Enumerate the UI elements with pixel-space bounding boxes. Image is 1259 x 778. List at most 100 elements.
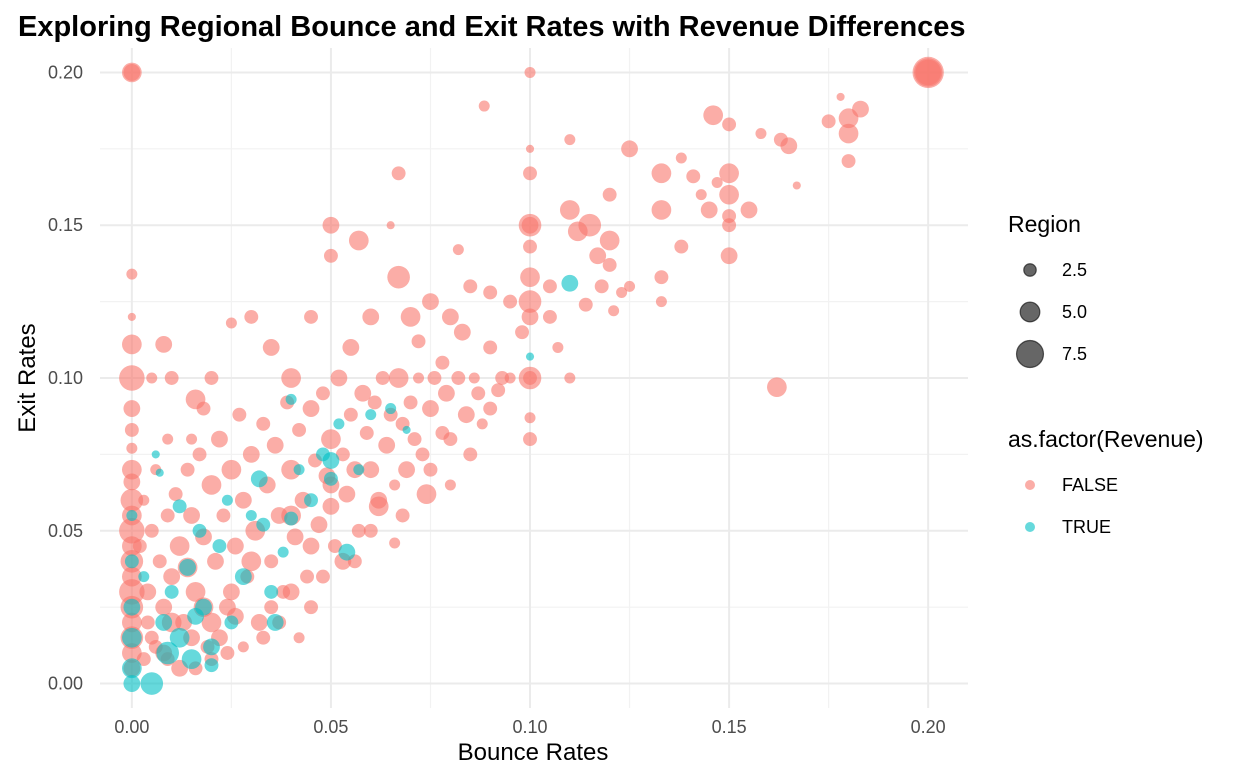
- data-point-false: [651, 163, 672, 184]
- data-point-false: [523, 239, 537, 254]
- data-point-true: [333, 418, 345, 430]
- data-point-false: [564, 134, 576, 146]
- data-point-false: [416, 484, 437, 504]
- data-point-false: [483, 340, 498, 355]
- data-point-false: [686, 169, 701, 184]
- data-point-false: [391, 166, 406, 181]
- data-point-false: [695, 189, 707, 201]
- data-point-false: [476, 418, 488, 430]
- data-point-true: [179, 559, 196, 576]
- data-point-true: [123, 598, 141, 616]
- data-point-true: [293, 464, 305, 476]
- data-point-false: [602, 257, 617, 272]
- data-point-true: [256, 517, 271, 532]
- data-point-false: [256, 630, 271, 645]
- data-point-false: [451, 371, 466, 385]
- y-tick-label: 0.05: [48, 521, 83, 541]
- data-point-false: [185, 582, 206, 602]
- color-legend-key: [1025, 480, 1035, 490]
- data-point-false: [343, 407, 358, 422]
- data-point-false: [378, 436, 396, 454]
- data-point-false: [323, 248, 338, 263]
- data-point-false: [155, 598, 173, 616]
- data-point-false: [491, 383, 506, 398]
- data-point-false: [155, 335, 173, 353]
- data-point-false: [524, 412, 536, 424]
- data-point-false: [722, 117, 737, 132]
- data-point-false: [792, 181, 801, 190]
- data-point-false: [322, 497, 340, 515]
- x-axis-title: Bounce Rates: [458, 739, 609, 766]
- data-point-false: [388, 368, 409, 388]
- data-point-true: [164, 584, 179, 599]
- data-point-false: [362, 308, 380, 326]
- data-point-true: [172, 499, 187, 514]
- data-point-false: [457, 406, 475, 424]
- data-point-false: [452, 244, 464, 256]
- data-point-false: [400, 307, 421, 327]
- data-point-false: [327, 539, 342, 554]
- data-point-false: [915, 59, 941, 86]
- data-point-false: [196, 401, 211, 416]
- data-point-false: [270, 507, 288, 524]
- y-tick-label: 0.20: [48, 62, 83, 82]
- y-tick-label: 0.15: [48, 215, 83, 235]
- data-point-false: [201, 475, 222, 495]
- data-point-false: [180, 462, 195, 477]
- data-point-true: [126, 510, 138, 521]
- data-point-true: [385, 403, 397, 415]
- data-point-false: [552, 341, 564, 353]
- x-tick-label: 0.20: [911, 717, 946, 737]
- data-point-false: [841, 154, 856, 169]
- size-legend-label: 2.5: [1062, 260, 1087, 280]
- data-point-true: [187, 607, 204, 625]
- data-point-true: [234, 568, 252, 586]
- y-axis-title: Exit Rates: [14, 323, 41, 432]
- data-point-false: [262, 339, 280, 356]
- data-point-false: [422, 400, 439, 417]
- data-point-false: [515, 325, 530, 340]
- data-point-false: [602, 187, 617, 202]
- data-point-false: [520, 267, 540, 288]
- data-point-true: [277, 546, 289, 558]
- data-point-false: [164, 371, 179, 385]
- data-point-false: [126, 268, 138, 280]
- data-point-false: [755, 128, 767, 140]
- data-point-false: [589, 247, 607, 265]
- data-point-false: [276, 584, 291, 599]
- data-point-true: [264, 584, 279, 599]
- data-point-true: [124, 554, 139, 569]
- data-point-false: [335, 447, 350, 462]
- plot-points: [119, 56, 944, 695]
- data-point-false: [250, 614, 268, 631]
- y-tick-label: 0.00: [48, 674, 83, 694]
- data-point-true: [221, 494, 233, 506]
- data-point-false: [523, 371, 537, 385]
- data-point-false: [300, 569, 314, 584]
- data-point-false: [122, 459, 142, 480]
- data-point-false: [719, 163, 739, 184]
- data-point-false: [183, 507, 200, 524]
- data-point-false: [711, 176, 723, 188]
- data-point-false: [438, 384, 455, 402]
- data-point-false: [524, 66, 536, 78]
- size-legend-title: Region: [1008, 211, 1081, 237]
- data-point-true: [169, 627, 190, 648]
- data-point-false: [123, 473, 141, 491]
- data-point-false: [523, 432, 537, 447]
- data-point-false: [232, 407, 247, 422]
- data-point-false: [422, 293, 439, 311]
- data-point-false: [342, 339, 360, 356]
- data-point-false: [354, 384, 372, 402]
- data-point-false: [146, 372, 158, 384]
- data-point-false: [348, 230, 369, 251]
- data-point-true: [266, 614, 284, 631]
- color-legend-key: [1025, 522, 1035, 532]
- color-legend-label: FALSE: [1062, 475, 1118, 495]
- data-point-true: [192, 523, 207, 538]
- data-point-false: [599, 230, 620, 251]
- data-point-false: [523, 166, 537, 181]
- data-point-false: [286, 528, 304, 546]
- data-point-false: [144, 523, 159, 538]
- data-point-false: [139, 583, 157, 601]
